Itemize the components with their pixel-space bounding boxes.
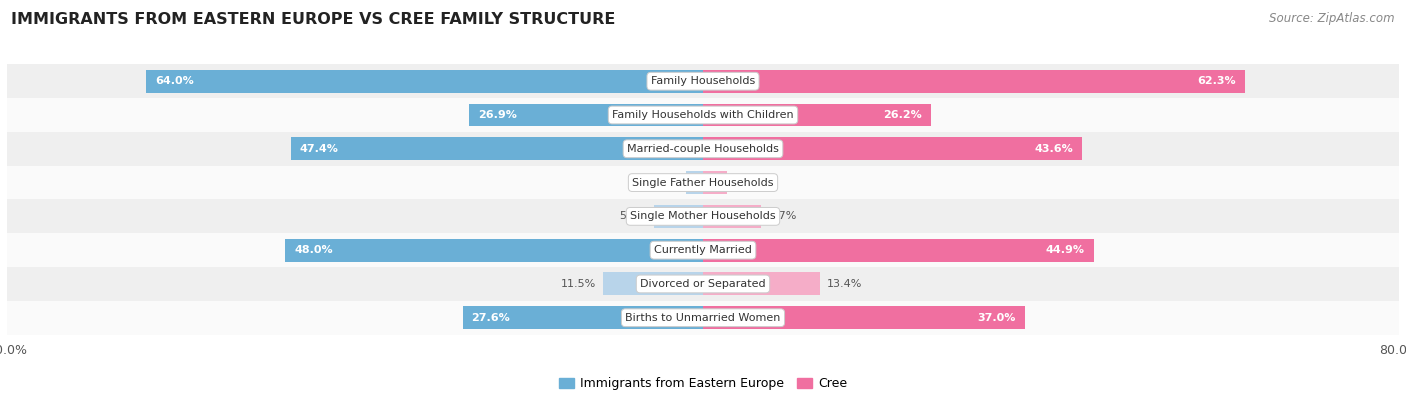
Bar (703, 273, 820, 295)
Text: 47.4%: 47.4% (299, 144, 339, 154)
Text: Births to Unmarried Women: Births to Unmarried Women (626, 313, 780, 323)
Bar (7, 166, 1399, 199)
Text: 43.6%: 43.6% (1035, 144, 1074, 154)
Bar (463, 306, 703, 329)
Text: Single Father Households: Single Father Households (633, 178, 773, 188)
Bar (654, 205, 703, 228)
Text: 62.3%: 62.3% (1198, 76, 1236, 86)
Text: 64.0%: 64.0% (155, 76, 194, 86)
Bar (285, 239, 703, 261)
Bar (7, 267, 1399, 301)
Text: Married-couple Households: Married-couple Households (627, 144, 779, 154)
Bar (470, 103, 703, 126)
Text: Divorced or Separated: Divorced or Separated (640, 279, 766, 289)
Text: 11.5%: 11.5% (561, 279, 596, 289)
Bar (703, 70, 1244, 93)
Bar (703, 239, 1094, 261)
Text: 6.7%: 6.7% (768, 211, 797, 221)
Text: Single Mother Households: Single Mother Households (630, 211, 776, 221)
Text: Source: ZipAtlas.com: Source: ZipAtlas.com (1270, 12, 1395, 25)
Legend: Immigrants from Eastern Europe, Cree: Immigrants from Eastern Europe, Cree (554, 372, 852, 395)
Text: Family Households: Family Households (651, 76, 755, 86)
Text: 27.6%: 27.6% (471, 313, 510, 323)
Bar (7, 98, 1399, 132)
Bar (703, 137, 1083, 160)
Text: Family Households with Children: Family Households with Children (612, 110, 794, 120)
Bar (703, 103, 931, 126)
Bar (7, 233, 1399, 267)
Bar (703, 205, 761, 228)
Text: 13.4%: 13.4% (827, 279, 862, 289)
Text: 5.6%: 5.6% (619, 211, 647, 221)
Text: 37.0%: 37.0% (977, 313, 1017, 323)
Text: 48.0%: 48.0% (294, 245, 333, 255)
Text: 2.0%: 2.0% (650, 178, 679, 188)
Text: Currently Married: Currently Married (654, 245, 752, 255)
Text: IMMIGRANTS FROM EASTERN EUROPE VS CREE FAMILY STRUCTURE: IMMIGRANTS FROM EASTERN EUROPE VS CREE F… (11, 12, 616, 27)
Bar (291, 137, 703, 160)
Bar (703, 171, 727, 194)
Bar (7, 199, 1399, 233)
Bar (603, 273, 703, 295)
Text: 44.9%: 44.9% (1046, 245, 1085, 255)
Bar (7, 132, 1399, 166)
Bar (7, 64, 1399, 98)
Text: 2.8%: 2.8% (734, 178, 763, 188)
Bar (703, 306, 1025, 329)
Text: 26.2%: 26.2% (883, 110, 922, 120)
Text: 26.9%: 26.9% (478, 110, 516, 120)
Bar (146, 70, 703, 93)
Bar (686, 171, 703, 194)
Bar (7, 301, 1399, 335)
